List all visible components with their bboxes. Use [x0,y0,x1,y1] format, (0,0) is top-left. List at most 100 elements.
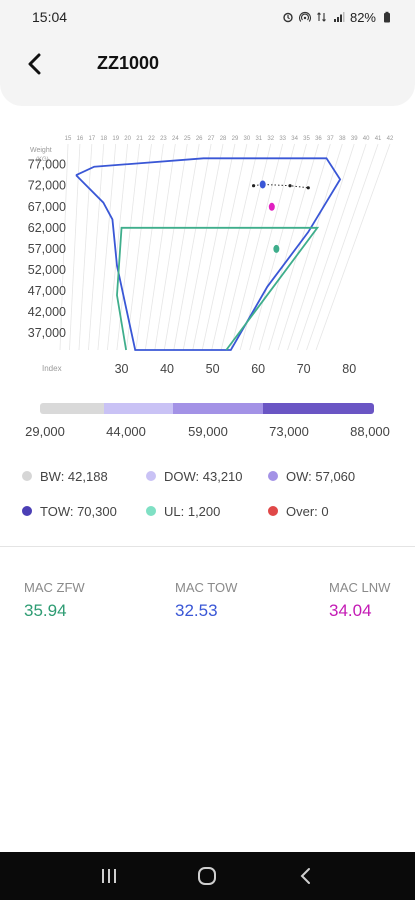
grid-line [88,143,105,351]
scale-segment [40,403,104,414]
y-tick-label: 67,000 [28,200,66,214]
scale-segment [263,403,374,414]
legend-label: Over: 0 [286,503,329,519]
alarm-icon [283,12,293,23]
y-tick-label: 37,000 [28,326,66,340]
scale-label: 59,000 [188,424,228,439]
scale-label: 73,000 [269,424,309,439]
grid-line [135,143,164,351]
top-scale-tick: 34 [291,136,298,142]
grid-line [239,143,295,351]
grid-line [211,143,260,351]
x-tick-label: 80 [342,362,356,376]
recents-icon [102,869,117,883]
cg-point [268,202,275,211]
scale-label: 44,000 [106,424,146,439]
top-scale-tick: 19 [112,136,119,142]
signal-icon [333,12,345,22]
back-icon [300,868,310,884]
legend-label: UL: 1,200 [164,503,221,519]
recents-button[interactable] [89,856,129,896]
mac-zfw-value: 35.94 [24,601,67,620]
battery-icon [384,11,390,23]
legend-row: BW: 42,188 DOW: 43,210 OW: 57,060 [22,466,402,486]
grid-line [296,143,367,351]
top-scale-tick: 33 [279,136,286,142]
trajectory-point [252,184,256,188]
legend-dot [22,471,32,481]
y-tick-label: 52,000 [28,263,66,277]
mac-tow-value: 32.53 [175,601,218,620]
grid-line [201,143,248,351]
grid-line [258,143,319,351]
grid-line [277,143,343,351]
app-header: ZZ1000 [0,34,415,106]
legend-dot [146,506,156,516]
status-icons: 82% [282,10,393,25]
top-scale-tick: 37 [327,136,334,142]
top-scale-tick: 21 [136,136,143,142]
y-tick-label: 47,000 [28,284,66,298]
top-scale-tick: 32 [267,136,274,142]
grid-line [78,143,93,351]
grid-line [173,143,212,351]
legend-row: TOW: 70,300 UL: 1,200 Over: 0 [22,501,402,521]
top-scale-tick: 24 [172,136,179,142]
cg-envelope-blue [75,157,342,351]
top-scale-tick: 22 [148,136,155,142]
top-scale-tick: 35 [303,136,310,142]
grid-line [192,143,236,351]
section-divider [0,546,415,547]
top-scale-tick: 36 [315,136,322,142]
legend-item-over: Over: 0 [268,501,329,521]
grid-line [315,143,391,351]
mac-tow-block: MAC TOW 32.53 [175,580,237,621]
top-scale-tick: 20 [124,136,131,142]
top-scale-tick: 15 [65,136,72,142]
x-tick-label: 30 [115,362,129,376]
legend-dot [146,471,156,481]
top-scale-tick: 16 [77,136,84,142]
legend-item-tow: TOW: 70,300 [22,501,146,521]
top-scale-tick: 30 [244,136,251,142]
legend-label: TOW: 70,300 [40,503,117,519]
mac-tow-label: MAC TOW [175,580,238,595]
grid-line [163,143,200,351]
y-tick-label: 77,000 [28,158,66,172]
home-button[interactable] [187,856,227,896]
legend-item-dow: DOW: 43,210 [146,466,268,486]
legend-label: OW: 57,060 [286,468,356,484]
legend-dot [268,506,278,516]
cg-trajectory-line [253,183,309,189]
back-button[interactable] [18,48,50,80]
page-title: ZZ1000 [97,53,160,73]
top-scale-tick: 28 [220,136,227,142]
mac-lnw-block: MAC LNW 34.04 [329,580,390,621]
nav-back-button[interactable] [286,856,326,896]
top-scale-tick: 31 [255,136,262,142]
system-nav-bar [0,852,415,900]
data-icon [317,12,326,22]
mac-zfw-block: MAC ZFW 35.94 [24,580,85,621]
scale-segment [104,403,173,414]
scale-segment [173,403,263,414]
mac-lnw-value: 34.04 [329,601,372,620]
y-tick-label: 57,000 [28,242,66,256]
legend: BW: 42,188 DOW: 43,210 OW: 57,060 TOW: 7… [22,466,402,536]
mac-zfw-label: MAC ZFW [24,580,85,595]
y-tick-label: 42,000 [28,305,66,319]
grid-line [59,143,69,351]
x-tick-label: 40 [160,362,174,376]
x-tick-label: 60 [251,362,265,376]
top-scale-tick: 41 [375,136,382,142]
trajectory-point [306,186,310,190]
x-tick-label: 50 [206,362,220,376]
weight-scale-labels: 29,000 44,000 59,000 73,000 88,000 [0,424,415,442]
cg-envelope-chart: 15 16 17 18 19 20 21 22 23 24 25 26 27 28 29 30 31 32 33 34… [28,136,394,376]
y-tick-label: 62,000 [28,221,66,235]
scale-label: 88,000 [350,424,390,439]
top-scale-tick: 40 [363,136,370,142]
legend-item-ul: UL: 1,200 [146,501,268,521]
y-axis-unit: (KG) [36,157,49,163]
